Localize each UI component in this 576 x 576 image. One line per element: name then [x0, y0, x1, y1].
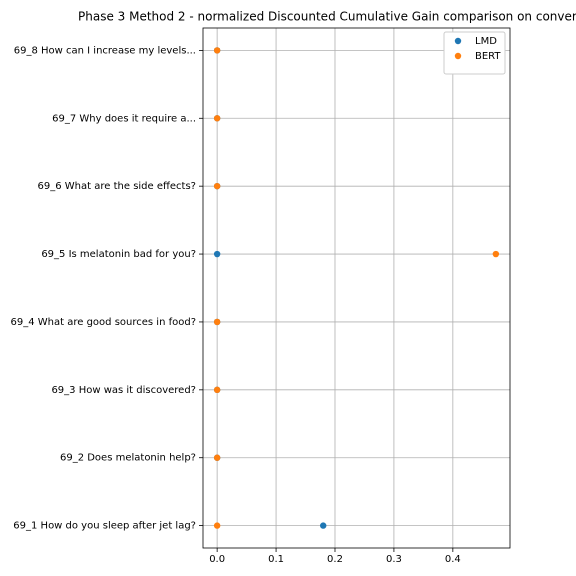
y-tick-label: 69_4 What are good sources in food? — [11, 317, 196, 328]
x-tick-label: 0.3 — [386, 554, 402, 565]
legend-label: BERT — [475, 51, 501, 62]
point — [213, 47, 221, 54]
point — [213, 182, 221, 190]
y-tick-label: 69_8 How can I increase my levels... — [14, 45, 196, 56]
y-tick-label: 69_7 Why does it require a... — [52, 113, 196, 124]
y-tick-label: 69_6 What are the side effects? — [38, 181, 196, 192]
y-tick-label: 69_2 Does melatonin help? — [60, 453, 196, 464]
y-tick-label: 69_1 How do you sleep after jet lag? — [13, 521, 196, 532]
legend-marker — [454, 52, 462, 60]
x-tick-label: 0.4 — [445, 554, 461, 565]
legend-label: LMD — [475, 36, 497, 47]
point — [213, 386, 221, 394]
y-tick-label: 69_3 How was it discovered? — [51, 385, 196, 396]
point — [213, 318, 221, 326]
point — [492, 250, 500, 258]
point — [213, 250, 221, 258]
plot-frame — [202, 27, 511, 549]
x-tick-label: 0.0 — [209, 554, 225, 565]
x-tick-label: 0.1 — [268, 554, 284, 565]
legend-marker — [454, 37, 462, 45]
y-tick-label: 69_5 Is melatonin bad for you? — [41, 249, 196, 260]
point — [213, 115, 221, 122]
x-tick-label: 0.2 — [327, 554, 343, 565]
point — [213, 522, 221, 529]
point — [320, 522, 327, 529]
chart-title: Phase 3 Method 2 - normalized Discounted… — [78, 10, 576, 24]
point — [213, 454, 221, 461]
